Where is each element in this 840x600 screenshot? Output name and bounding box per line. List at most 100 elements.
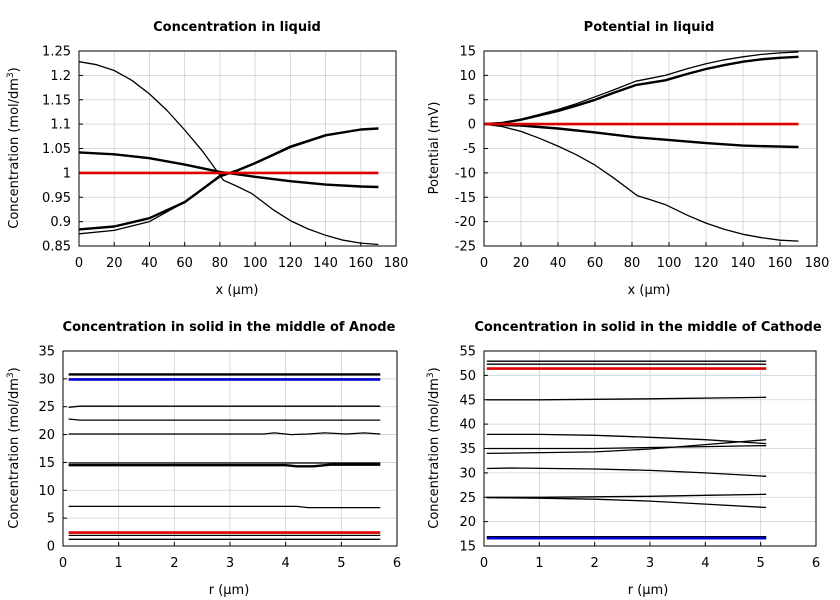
series-line-t2-high [78,151,379,189]
x-axis-label: x (µm) [216,283,259,298]
y-label-main: Concentration (mol/dm [7,78,22,229]
x-tick-label: 100 [657,256,682,271]
x-tick-label: 4 [701,556,709,571]
y-tick-label: 5 [468,93,476,108]
x-axis-label: r (µm) [628,583,669,598]
x-tick-label: 0 [59,556,67,571]
chart-title: Potential in liquid [584,20,715,35]
x-tick-label: 140 [731,256,756,271]
chart-title: Concentration in solid in the middle of … [474,320,822,335]
y-label-main: Potential (mV) [427,102,442,195]
series-line-c10 [486,497,767,509]
series-line-t1-high [78,61,379,246]
y-label-superscript: 3 [6,72,16,78]
y-tick-label: 15 [38,456,55,471]
y-tick-label: 0.95 [42,191,71,206]
y-tick-label: 0 [468,118,476,133]
y-tick-label: 1.15 [42,93,71,108]
chart-title: Concentration in liquid [153,20,321,35]
x-tick-label: 2 [170,556,178,571]
y-tick-label: 40 [459,418,476,433]
y-tick-label: -5 [463,142,476,157]
y-label-main: Concentration (mol/dm [427,378,442,529]
x-tick-labels: 0 20 40 60 80 100 120 140 160 180 [480,256,830,271]
x-tick-label: 3 [226,556,234,571]
x-tick-label: 60 [176,256,193,271]
x-tick-label: 160 [348,256,373,271]
x-tick-label: 80 [212,256,229,271]
series-line-p-upper [483,55,799,126]
y-label-close: ) [7,367,22,372]
y-tick-label: -25 [455,240,476,255]
x-tick-label: 5 [337,556,345,571]
y-tick-label: 0 [47,540,55,555]
y-tick-label: 5 [47,512,55,527]
series-line-c4 [486,396,767,401]
y-tick-label: 35 [459,442,476,457]
x-tick-label: 6 [812,556,820,571]
x-tick-label: 180 [805,256,830,271]
series-group [78,61,379,246]
x-tick-label: 120 [694,256,719,271]
x-tick-label: 80 [624,256,641,271]
y-tick-label: -15 [455,191,476,206]
series-line-a7 [68,463,381,468]
x-tick-labels: 0 1 2 3 4 5 6 [59,556,401,571]
y-label-main: Concentration (mol/dm [7,378,22,529]
x-tick-label: 1 [115,556,123,571]
chart-title: Concentration in solid in the middle of … [63,320,396,335]
y-tick-label: 0.85 [42,240,71,255]
series-line-c9 [486,493,767,498]
y-tick-label: 15 [459,45,476,60]
y-tick-label: 50 [459,369,476,384]
series-line-a5 [68,432,381,436]
x-tick-label: 40 [141,256,158,271]
y-tick-labels: 15 20 25 30 35 40 45 50 55 [459,345,476,555]
x-axis-label: r (µm) [209,583,250,598]
series-group [68,373,381,540]
y-tick-label: 0.9 [50,215,71,230]
x-tick-label: 160 [768,256,793,271]
series-line-a4 [68,418,381,421]
x-tick-label: 60 [587,256,604,271]
x-tick-label: 120 [278,256,303,271]
y-axis-label: Potential (mV) [427,102,442,195]
series-line-t2-low [78,127,379,231]
y-label-close: ) [427,367,442,372]
y-tick-label: 30 [459,466,476,481]
y-tick-label: 1.25 [42,45,71,60]
x-tick-label: 5 [757,556,765,571]
y-axis-label: Concentration (mol/dm3) [426,367,442,529]
y-label-superscript: 3 [6,372,16,378]
y-tick-label: 30 [38,372,55,387]
y-tick-labels: 0.85 0.9 0.95 1 1.05 1.1 1.15 1.2 1.25 [42,45,71,255]
y-tick-label: -10 [455,166,476,181]
series-line-c8 [486,467,767,477]
y-tick-label: 10 [459,69,476,84]
series-group [486,360,767,540]
y-label-close: ) [7,67,22,72]
x-tick-label: 100 [243,256,268,271]
series-line-a3 [68,405,381,408]
y-tick-label: 1.1 [50,118,71,133]
x-tick-label: 20 [513,256,530,271]
series-line-p-bottom [483,123,799,242]
x-axis-label: x (µm) [628,283,671,298]
y-tick-label: 25 [38,400,55,415]
plot-frame [483,350,817,547]
y-tick-label: 1.2 [50,69,71,84]
x-tick-labels: 0 20 40 60 80 100 120 140 160 180 [75,256,409,271]
x-tick-label: 0 [480,256,488,271]
y-tick-label: 20 [38,428,55,443]
x-tick-label: 6 [393,556,401,571]
x-tick-label: 140 [313,256,338,271]
plot-frame [483,50,818,247]
series-line-a8 [68,505,381,509]
y-tick-label: 10 [38,484,55,499]
panel-concentration-in-liquid: 0 20 40 60 80 100 120 140 160 180 0.85 0.9 0.95 1 1.0… [6,20,408,298]
y-tick-label: 20 [459,515,476,530]
x-tick-label: 180 [384,256,409,271]
x-tick-label: 40 [550,256,567,271]
y-tick-label: 1 [63,166,71,181]
